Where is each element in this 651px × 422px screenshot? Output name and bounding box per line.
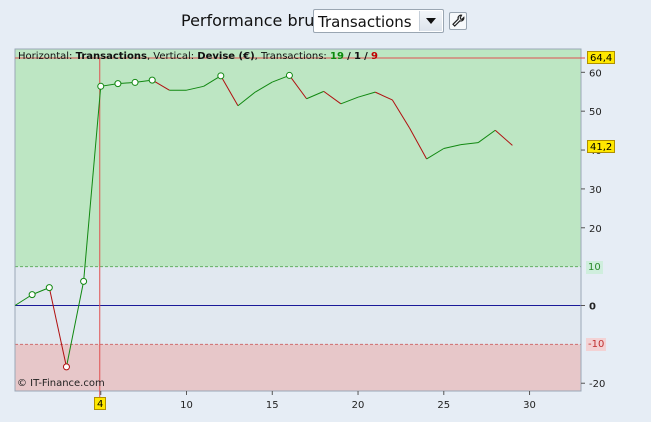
series-segment <box>443 144 462 149</box>
trade-point <box>45 284 53 292</box>
y-tick-label: 50 <box>589 107 602 118</box>
negative-zone <box>15 344 581 391</box>
series-segment <box>460 142 479 146</box>
series-segment <box>289 75 307 100</box>
view-select[interactable]: Transactions <box>313 9 444 33</box>
series-segment <box>65 281 85 368</box>
series-segment <box>48 287 67 368</box>
y-tick-label: 0 <box>589 302 596 313</box>
plot-border <box>14 48 582 392</box>
series-segment <box>409 127 428 160</box>
horizontal-label: Horizontal: <box>18 51 73 62</box>
trade-point <box>131 78 139 86</box>
separator: / <box>364 51 368 62</box>
vertical-label: , Vertical: <box>146 51 195 62</box>
series-segment <box>323 90 342 105</box>
series-segment <box>494 129 513 146</box>
chevron-down-icon[interactable] <box>419 11 442 31</box>
x-tick-label: 10 <box>180 400 193 411</box>
view-select-value: Transactions <box>318 13 412 31</box>
trade-point <box>114 80 122 88</box>
x-cursor-tag: 4 <box>94 397 107 410</box>
y-tick-label: 60 <box>589 68 602 79</box>
trade-point <box>80 277 88 285</box>
top-value-tag: 64,4 <box>587 51 616 64</box>
series-segment <box>477 129 496 144</box>
copyright: © IT-Finance.com <box>17 378 105 389</box>
chart-info-line: Horizontal: Transactions, Vertical: Devi… <box>18 51 378 62</box>
trade-point <box>217 72 225 80</box>
trade-point <box>285 71 293 79</box>
series-segment <box>357 91 376 98</box>
last-value-tag: 41,2 <box>587 140 616 153</box>
trade-point <box>28 291 36 299</box>
series-segment <box>83 86 102 282</box>
performance-label: Performance brute <box>181 11 331 30</box>
y-tick-label: 30 <box>589 185 602 196</box>
trade-point <box>148 76 156 84</box>
trade-point <box>62 363 70 371</box>
separator: / <box>347 51 351 62</box>
neutral-count: 1 <box>353 51 361 62</box>
series-segment <box>186 85 204 91</box>
series-segment <box>220 75 239 106</box>
transactions-label: , Transactions: <box>254 51 327 62</box>
lower-band-tag: -10 <box>586 338 607 351</box>
toolbar: Performance brute Transactions <box>0 0 651 44</box>
series-segment <box>254 81 273 93</box>
wins-count: 19 <box>329 51 344 62</box>
series-segment <box>340 96 359 105</box>
series-segment <box>391 99 410 129</box>
losses-count: 9 <box>370 51 378 62</box>
series-segment <box>306 90 324 100</box>
x-tick-label: 30 <box>523 400 536 411</box>
x-tick-label: 15 <box>266 400 279 411</box>
series-segment <box>374 91 393 101</box>
y-tick-label: 20 <box>589 224 602 235</box>
horizontal-value: Transactions <box>75 51 147 62</box>
wrench-icon[interactable] <box>449 12 467 30</box>
vertical-value: Devise (€) <box>197 51 255 62</box>
x-tick-label: 25 <box>437 400 450 411</box>
series-segment <box>426 148 445 160</box>
x-tick-label: 20 <box>352 400 365 411</box>
y-tick-label: -20 <box>589 379 605 390</box>
series-segment <box>237 91 256 107</box>
trade-point <box>97 82 105 90</box>
upper-band-tag: 10 <box>586 261 603 274</box>
